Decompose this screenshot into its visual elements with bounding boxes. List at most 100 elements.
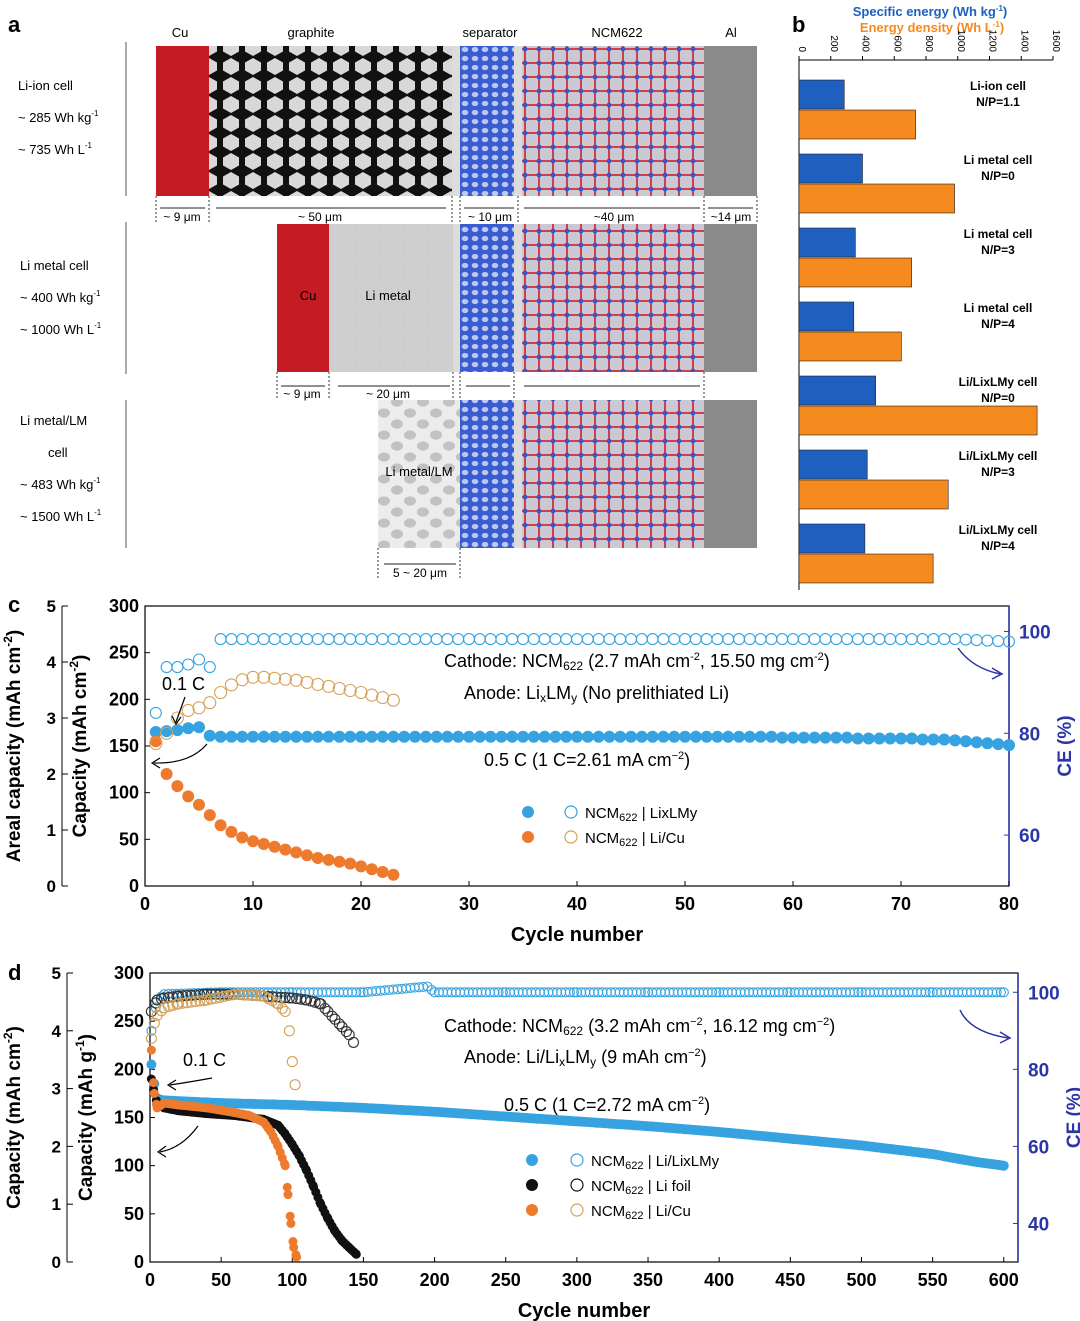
c-arrow-05c-head	[150, 757, 161, 769]
row3-al-layer	[704, 400, 757, 548]
b-category-label: Li/LixLMy cell	[959, 449, 1038, 463]
data-point-c-lixlmy-capacity	[927, 733, 940, 746]
data-point-c-lixlmy-ce	[160, 661, 173, 674]
data-point-c-lixlmy-ce	[506, 633, 519, 646]
data-point-c-li-cu-capacity	[203, 809, 216, 822]
y-tick-label: 150	[114, 1108, 144, 1128]
y-tick-label: 300	[109, 596, 139, 616]
data-point-c-lixlmy-ce	[290, 633, 303, 646]
data-point-c-lixlmy-ce	[635, 633, 648, 646]
data-point-d-li-cu-ce	[276, 1002, 288, 1015]
data-point-c-li-cu-ce	[300, 675, 314, 689]
row2-cu-layer	[277, 224, 329, 372]
row1-gap2	[514, 46, 522, 196]
x-tick-label: 350	[633, 1270, 663, 1290]
x-tick-label: 50	[211, 1270, 231, 1290]
cell2-energy: ~ 400 Wh kg-1	[20, 289, 101, 305]
ce-tick-label: 40	[1028, 1214, 1049, 1235]
data-point-c-lixlmy-capacity	[884, 732, 897, 745]
data-point-c-lixlmy-capacity	[668, 730, 681, 743]
data-point-c-lixlmy-ce	[722, 633, 735, 646]
data-point-d-li-cu-ce	[246, 989, 259, 1001]
data-point-d-li-cu-ce	[286, 1056, 298, 1068]
panel-c: c 0 10 20 30 40 50 60 70 80 0 50 100 150 200 250 300 0 1 2…	[1, 592, 1076, 946]
data-point-c-li-cu-capacity	[387, 868, 400, 881]
data-point-c-lixlmy-capacity	[430, 730, 443, 743]
bar-energy-density	[798, 405, 1038, 436]
data-point-c-lixlmy-capacity	[1003, 739, 1015, 752]
c-arrow-01c-head	[171, 715, 182, 726]
row3-lm-text: Li metal/LM	[385, 464, 452, 479]
areal-tick-label: 4	[52, 1022, 62, 1041]
data-point-c-lixlmy-capacity	[484, 730, 497, 743]
data-point-d-li-cu-capacity	[149, 1088, 159, 1098]
y-axis-title-end: )	[70, 655, 91, 661]
data-point-c-lixlmy-capacity	[214, 730, 227, 743]
data-point-c-lixlmy-ce	[236, 633, 249, 646]
areal-tick-label: 0	[47, 877, 56, 896]
data-point-c-lixlmy-ce	[981, 634, 994, 647]
ce-axis-title: CE (%)	[1064, 1087, 1080, 1148]
y-tick-label: 250	[109, 643, 139, 663]
data-point-d-lixlmy-ce	[426, 984, 437, 996]
data-point-c-lixlmy-capacity	[743, 730, 756, 743]
data-point-d-lixlmy-ce	[920, 987, 931, 998]
data-point-c-lixlmy-capacity	[268, 730, 281, 743]
data-point-c-lixlmy-ce	[182, 658, 195, 671]
data-point-c-lixlmy-capacity	[970, 736, 983, 749]
dim-row1-separator: ~ 10 μm	[468, 210, 512, 224]
data-point-c-lixlmy-capacity	[581, 730, 594, 743]
data-point-d-li-cu-ce	[162, 1000, 175, 1013]
data-point-d-lixlmy-ce	[998, 987, 1009, 998]
d-rate-high: 0.5 C (1 C=2.72 mA cm−2)	[504, 1095, 710, 1115]
data-point-d-li-foil-ce	[286, 992, 298, 1004]
data-point-d-li-cu-ce	[229, 988, 241, 1000]
x-tick-label: 300	[562, 1270, 592, 1290]
y-axis-title-sup: -2	[67, 661, 81, 672]
panel-b-bars	[798, 79, 1038, 584]
data-point-d-li-cu-ce	[214, 991, 226, 1003]
data-point-c-lixlmy-capacity	[862, 732, 875, 745]
data-point-c-li-cu-ce	[257, 670, 271, 684]
data-point-d-lixlmy-ce	[146, 1025, 157, 1036]
data-point-c-lixlmy-capacity	[873, 732, 886, 745]
data-point-c-lixlmy-capacity	[387, 730, 400, 743]
data-point-c-lixlmy-ce	[333, 633, 346, 646]
data-point-c-lixlmy-ce	[689, 633, 702, 646]
data-point-c-lixlmy-ce	[516, 633, 530, 646]
data-point-c-lixlmy-ce	[387, 633, 400, 646]
x-tick-label: 600	[989, 1270, 1019, 1290]
data-point-c-lixlmy-capacity	[797, 731, 810, 744]
data-point-c-li-cu-capacity	[279, 843, 292, 856]
data-point-c-li-cu-ce	[214, 685, 228, 700]
row1-al-layer	[704, 46, 757, 196]
data-point-c-lixlmy-capacity	[938, 733, 951, 746]
data-point-c-lixlmy-ce	[527, 633, 540, 646]
data-point-c-lixlmy-ce	[354, 633, 368, 646]
c-cathode-note: Cathode: NCM622 (2.7 mAh cm-2, 15.50 mg …	[444, 651, 830, 673]
data-point-c-lixlmy-capacity	[959, 735, 972, 748]
data-point-c-lixlmy-capacity	[992, 738, 1005, 751]
data-point-d-li-cu-ce	[218, 990, 230, 1003]
data-point-c-lixlmy-ce	[754, 633, 767, 646]
y-tick-label: 200	[114, 1059, 144, 1079]
areal-axis-title-end: )	[4, 630, 25, 636]
b-category-sublabel: N/P=0	[981, 391, 1015, 405]
row2-ncm-layer	[522, 224, 704, 372]
cell3-energy: ~ 483 Wh kg-1	[20, 476, 101, 492]
data-point-d-li-cu-ce	[205, 993, 217, 1005]
panel-d-marks	[145, 981, 1009, 1262]
d-legend-item-1: NCM622 | Li/LixLMy	[591, 1153, 720, 1172]
data-point-d-li-cu-ce	[158, 1002, 170, 1014]
data-point-c-lixlmy-capacity	[419, 730, 432, 743]
data-point-c-li-cu-capacity	[365, 863, 378, 876]
data-point-d-lixlmy-ce	[635, 987, 646, 998]
d-cathode-note: Cathode: NCM622 (3.2 mAh cm−2, 16.12 mg …	[444, 1016, 835, 1038]
data-point-c-lixlmy-ce	[430, 633, 443, 646]
c-arrow-05c	[153, 743, 208, 764]
data-point-c-li-cu-capacity	[268, 840, 281, 853]
data-point-d-li-foil-ce	[343, 1029, 355, 1041]
b-category-sublabel: N/P=1.1	[976, 95, 1020, 109]
data-point-c-lixlmy-ce	[959, 633, 972, 646]
data-point-c-lixlmy-capacity	[527, 730, 540, 743]
